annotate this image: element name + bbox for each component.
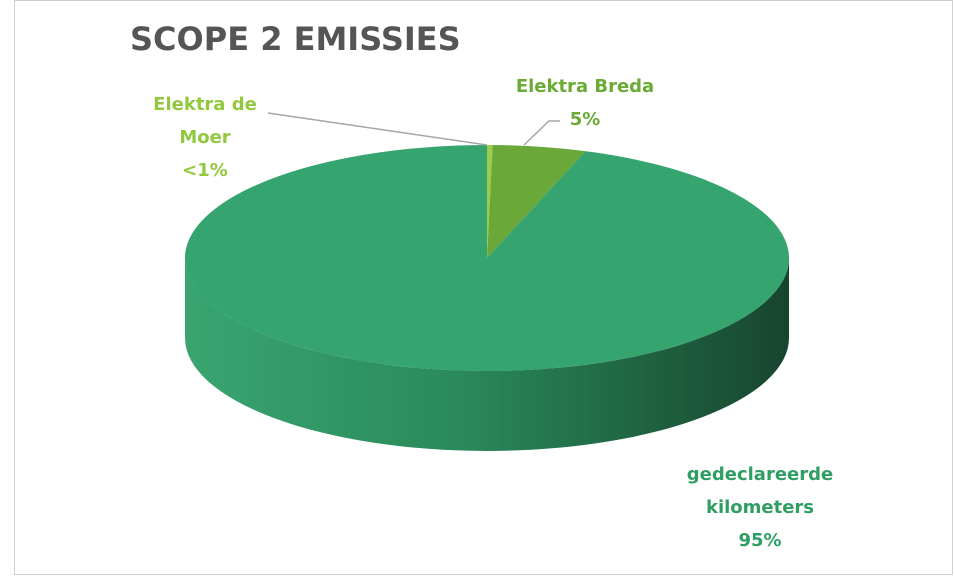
value-label: 5%: [569, 109, 601, 130]
leader-line: [523, 120, 560, 146]
category-label: Elektra de Moer: [153, 94, 257, 148]
leader-line: [267, 112, 488, 146]
chart-title: SCOPE 2 EMISSIES: [130, 20, 461, 58]
slice-label: Elektra Breda 5%: [500, 70, 670, 136]
category-label: gedeclareerde kilometers: [686, 464, 834, 518]
pie-slice: [487, 145, 493, 258]
category-label: Elektra Breda: [515, 76, 655, 97]
value-label: <1%: [182, 160, 228, 181]
slice-label: Elektra de Moer <1%: [140, 88, 270, 187]
pie-side: [185, 258, 789, 451]
value-label: 95%: [738, 530, 782, 551]
pie-slice: [185, 145, 790, 372]
pie-slice: [487, 145, 586, 258]
slice-label: gedeclareerde kilometers 95%: [680, 458, 840, 557]
